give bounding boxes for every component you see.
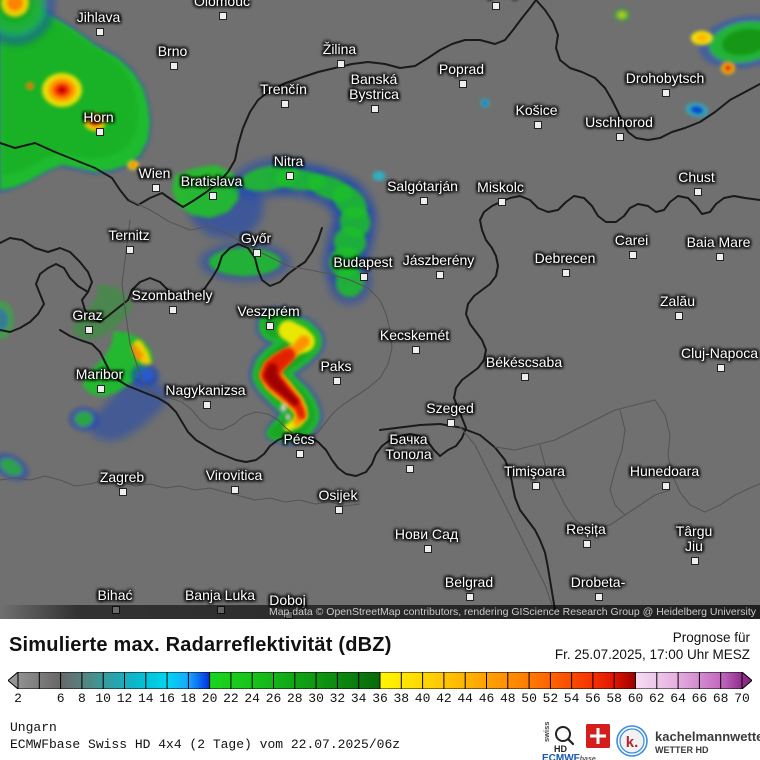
svg-text:k.: k. (626, 734, 639, 751)
svg-text:ECMWFbase: ECMWFbase (542, 753, 596, 760)
svg-text:kachelmannwetter.com: kachelmannwetter.com (655, 729, 760, 744)
svg-text:WETTER HD: WETTER HD (655, 745, 709, 755)
svg-text:swiss: swiss (542, 722, 551, 742)
